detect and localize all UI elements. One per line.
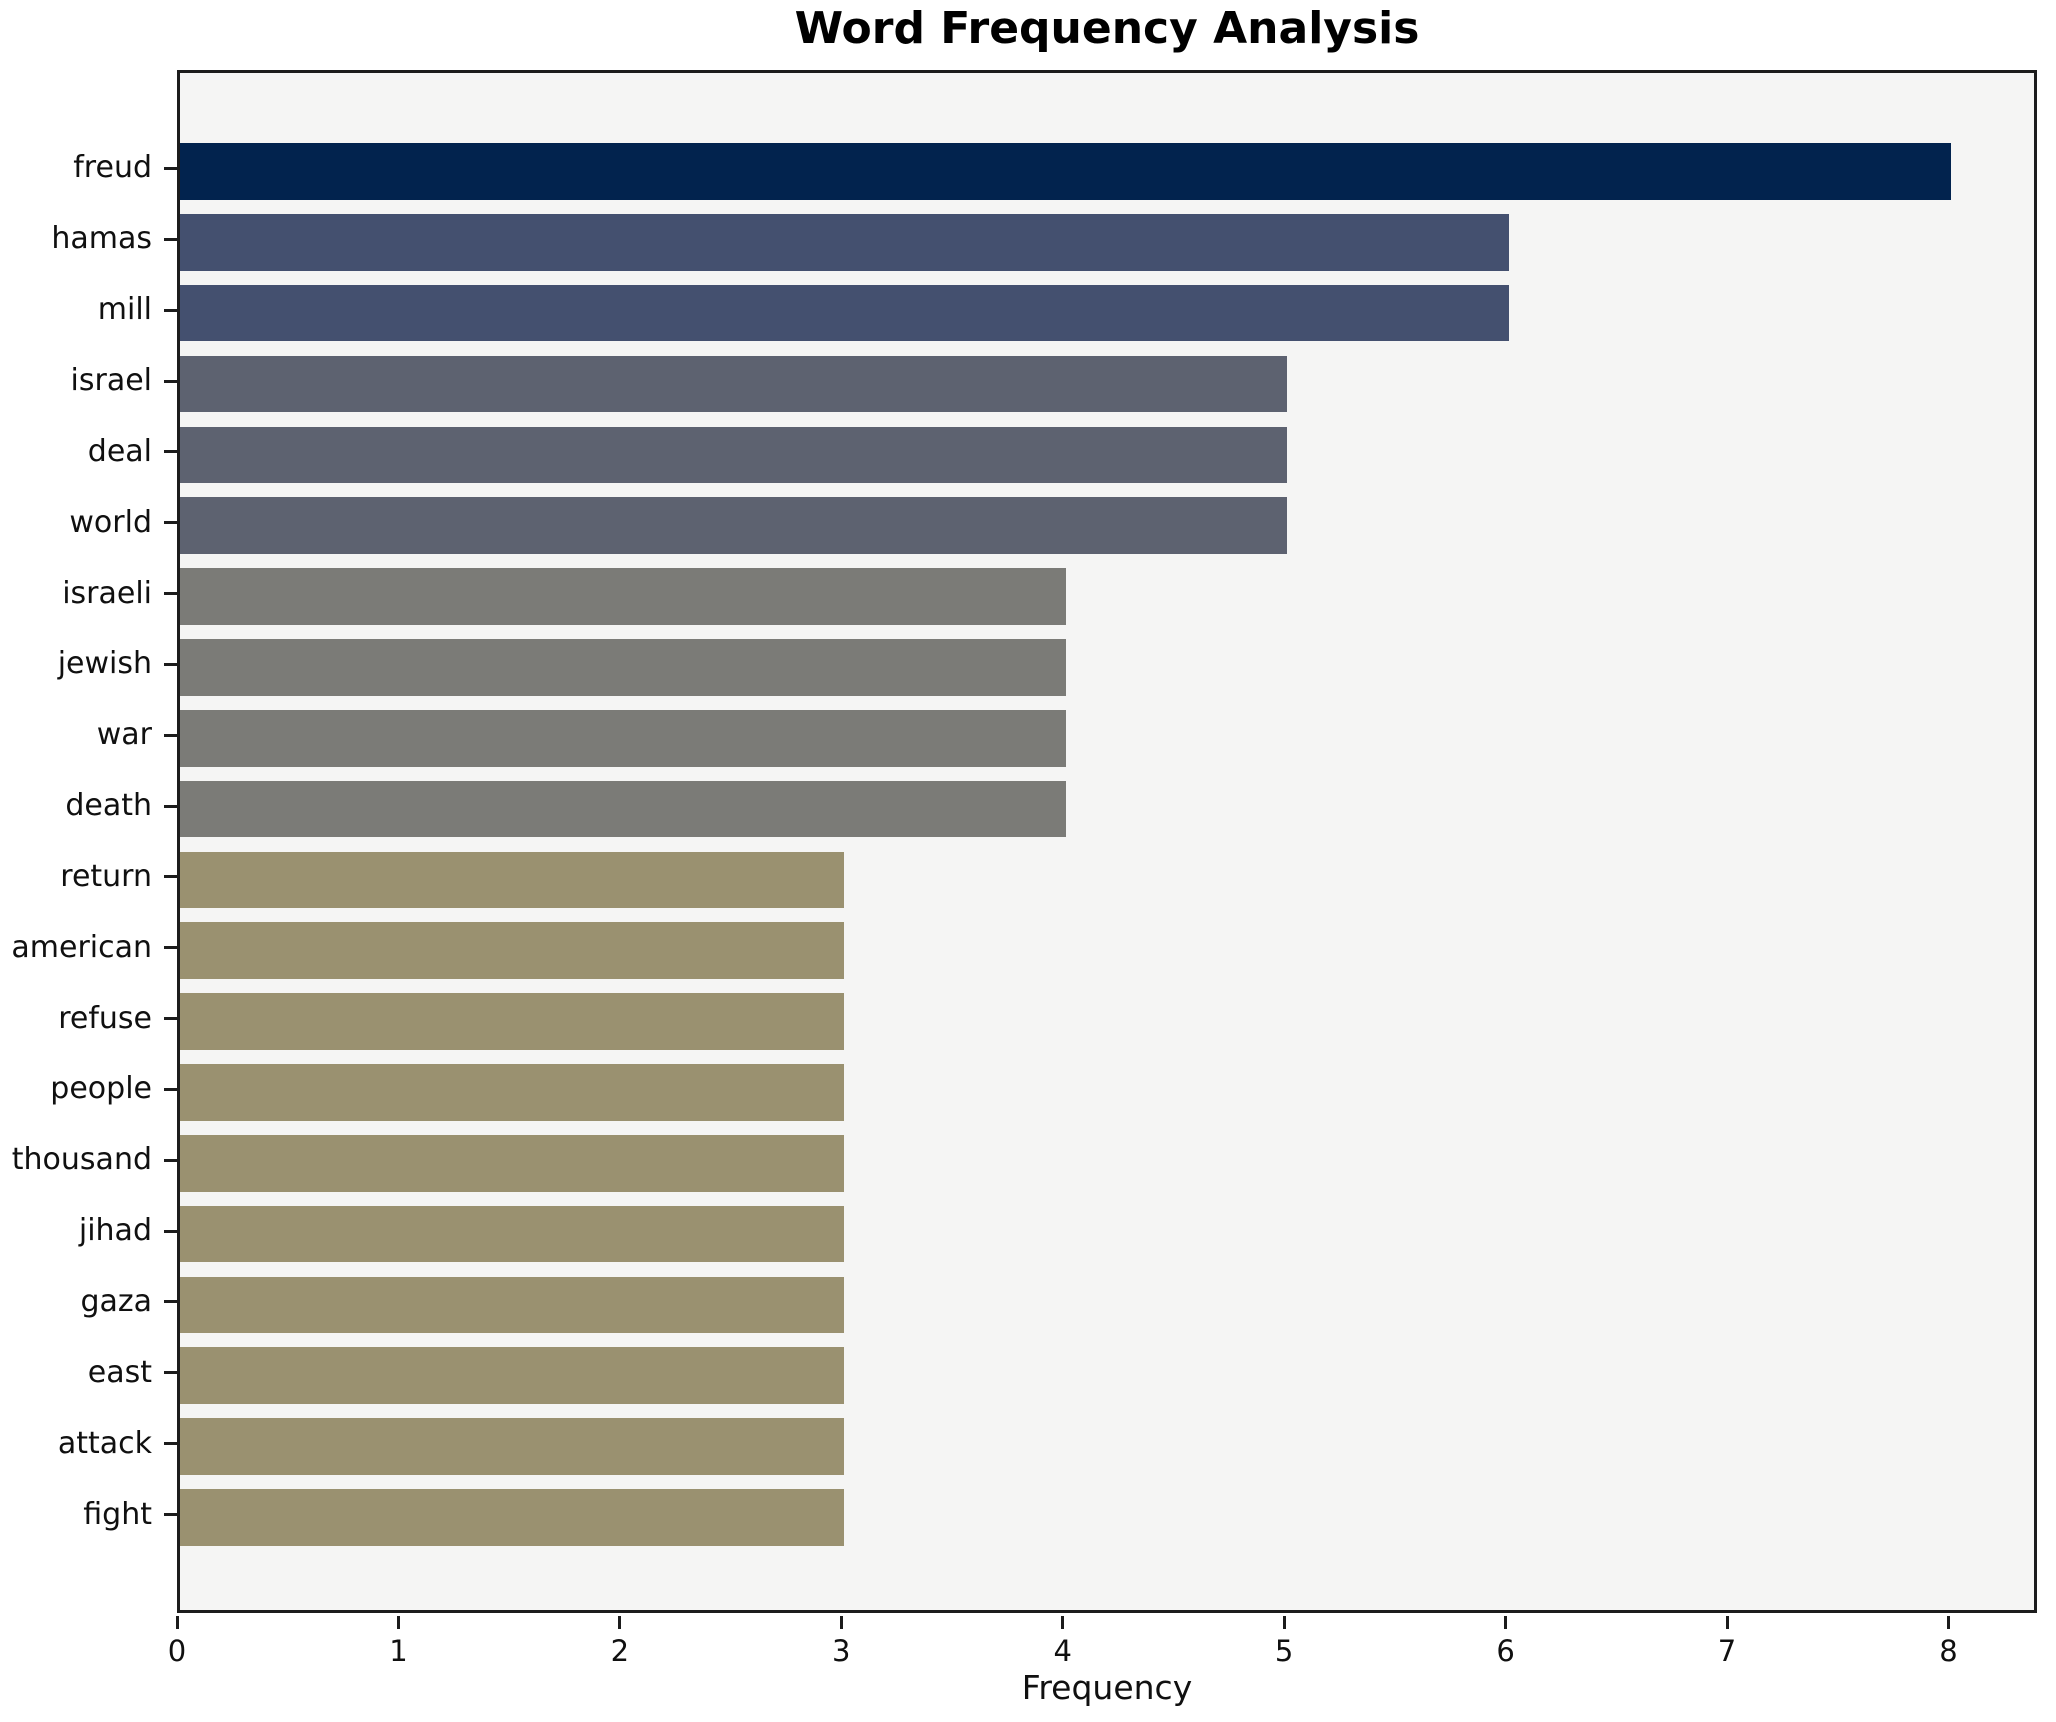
y-tick-mark-hamas [164,237,177,241]
y-axis-label-east: east [87,1354,152,1390]
y-axis-label-american: american [11,929,152,965]
y-axis-label-thousand: thousand [11,1142,152,1178]
x-tick-label-3: 3 [832,1634,851,1668]
x-tick-mark-4 [1061,1616,1065,1629]
x-tick-label-5: 5 [1274,1634,1294,1668]
y-tick-mark-return [164,875,177,879]
y-axis-label-freud: freud [73,150,152,186]
bar-people [180,1064,845,1121]
x-tick-mark-1 [396,1616,400,1629]
y-axis-label-israel: israel [70,363,152,398]
y-tick-mark-thousand [164,1158,177,1162]
y-tick-mark-refuse [164,1017,177,1021]
y-axis-label-deal: deal [87,433,152,469]
bar-jewish [180,639,1066,696]
y-axis-label-mill: mill [97,292,152,328]
bar-fight [180,1489,845,1546]
y-axis-label-hamas: hamas [51,221,152,257]
y-axis-label-death: death [65,788,152,824]
y-axis-label-gaza: gaza [80,1283,152,1319]
x-tick-label-6: 6 [1496,1634,1515,1668]
y-tick-mark-deal [164,450,177,454]
x-tick-label-0: 0 [167,1634,187,1668]
y-axis-label-attack: attack [57,1425,152,1461]
y-tick-mark-east [164,1371,177,1375]
y-tick-mark-death [164,804,177,808]
y-axis-label-fight: fight [83,1496,152,1532]
bar-east [180,1347,845,1405]
bar-mill [180,284,1509,342]
chart-title: Word Frequency Analysis [794,3,1420,54]
bar-hamas [180,213,1509,271]
bar-american [180,922,845,980]
x-tick-mark-6 [1504,1616,1508,1629]
x-tick-mark-8 [1946,1616,1950,1629]
x-tick-label-2: 2 [610,1634,630,1668]
bar-war [180,709,1066,767]
y-axis-label-jewish: jewish [57,646,152,682]
y-tick-mark-israel [164,379,177,383]
bar-refuse [180,993,845,1050]
x-tick-label-8: 8 [1939,1634,1958,1668]
x-tick-label-7: 7 [1717,1634,1737,1668]
bar-gaza [180,1276,845,1334]
bar-jihad [180,1205,845,1263]
bar-israeli [180,568,1066,625]
y-axis-label-world: world [69,504,152,540]
x-tick-mark-5 [1282,1616,1286,1629]
x-tick-mark-0 [175,1616,179,1629]
y-tick-mark-jewish [164,662,177,666]
bar-attack [180,1418,845,1475]
y-axis-label-refuse: refuse [58,1000,152,1036]
y-tick-mark-israeli [164,592,177,596]
y-axis-label-israeli: israeli [62,575,152,611]
bar-world [180,497,1288,555]
x-tick-label-1: 1 [389,1634,408,1668]
bar-freud [180,143,1952,200]
y-tick-mark-world [164,521,177,525]
bar-israel [180,355,1288,413]
x-tick-label-4: 4 [1053,1634,1072,1668]
y-tick-mark-mill [164,308,177,312]
bar-death [180,780,1066,838]
bar-deal [180,426,1288,484]
y-tick-mark-people [164,1087,177,1091]
x-tick-mark-3 [839,1616,843,1629]
y-tick-mark-freud [164,166,177,170]
y-tick-mark-gaza [164,1300,177,1304]
y-axis-label-jihad: jihad [78,1213,152,1249]
x-axis-title: Frequency [1021,1668,1193,1707]
y-tick-mark-attack [164,1442,177,1446]
x-tick-mark-2 [618,1616,622,1629]
y-tick-mark-american [164,946,177,950]
x-tick-mark-7 [1725,1616,1729,1629]
bar-thousand [180,1134,845,1192]
y-axis-label-war: war [96,717,152,753]
y-tick-mark-jihad [164,1229,177,1233]
plot-area [177,70,2037,1613]
bar-return [180,851,845,909]
y-axis-label-return: return [60,858,152,894]
y-axis-label-people: people [50,1071,152,1107]
y-tick-mark-fight [164,1513,177,1517]
y-tick-mark-war [164,733,177,737]
